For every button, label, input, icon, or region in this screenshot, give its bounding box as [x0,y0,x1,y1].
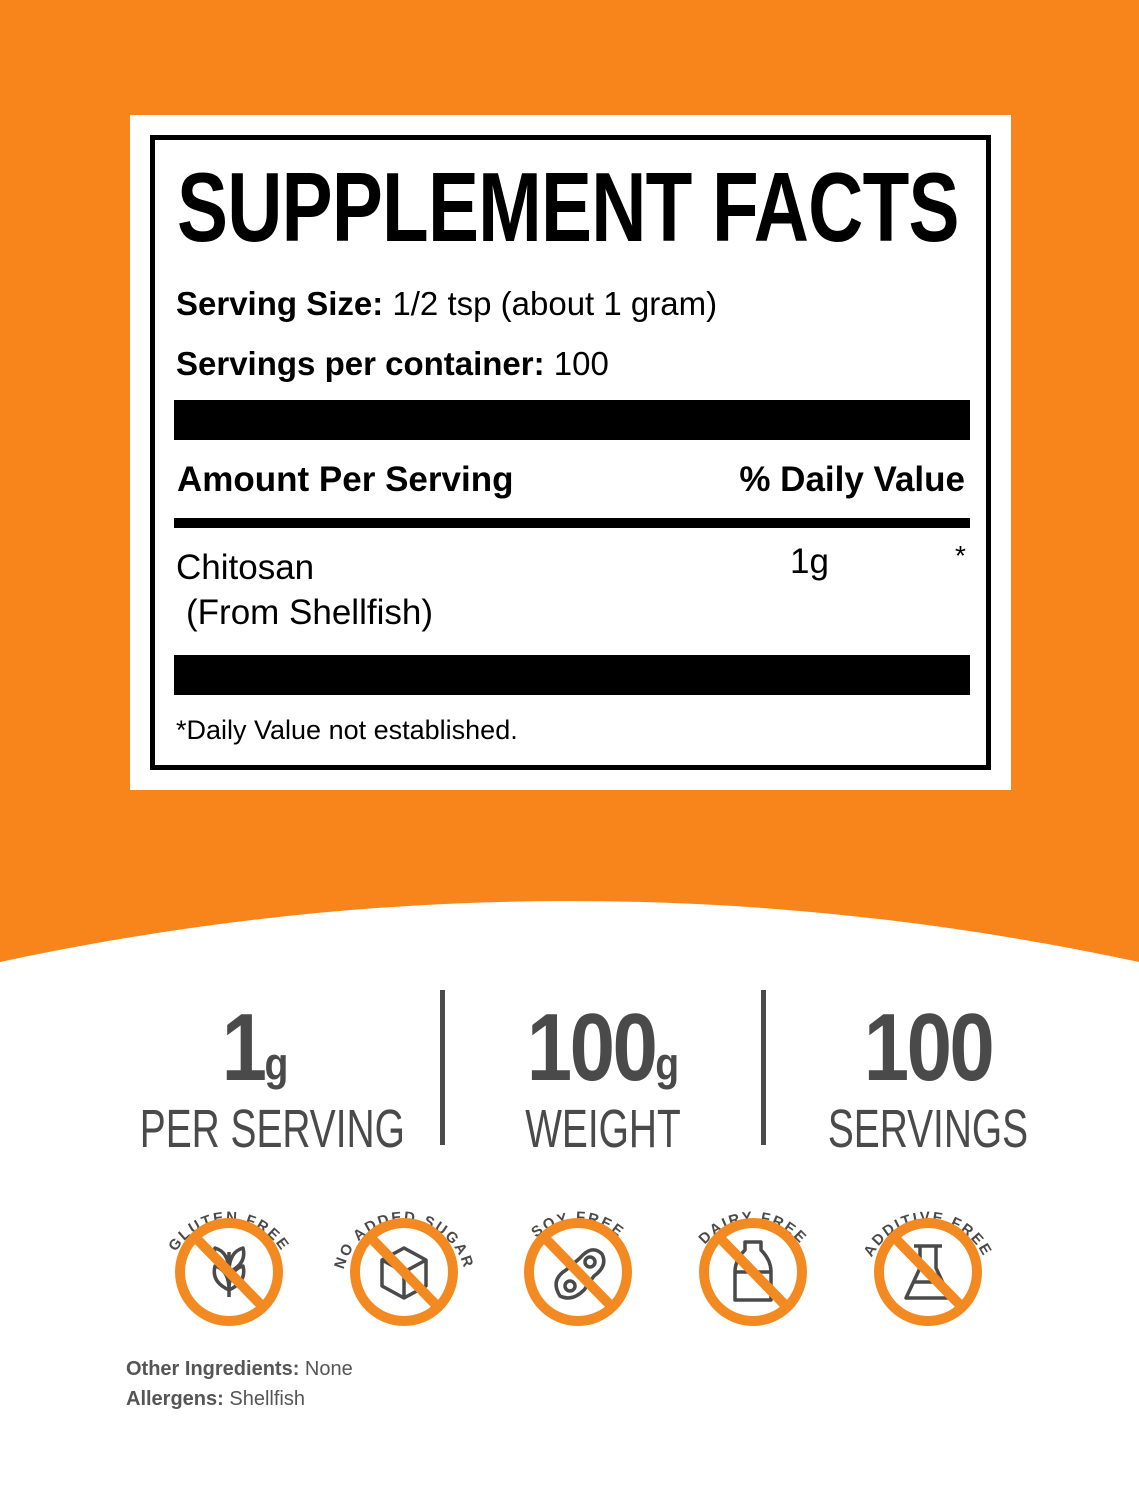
badge-gluten-free: GLUTEN FREE [165,1209,291,1326]
ingredient-name: Chitosan [176,548,315,587]
divider-thick-bottom [174,655,970,695]
prohibited-slash [540,1233,616,1311]
stat-divider [761,990,766,1145]
divider-medium [174,518,970,528]
prohibited-circle-icon [524,1218,632,1326]
soybean-icon [554,1248,606,1300]
stat-weight: 100g WEIGHT [525,994,681,1159]
badge-soy-free: SOY FREE [524,1209,632,1326]
prohibited-slash [366,1233,442,1311]
footnote: *Daily Value not established. [176,715,518,745]
ingredient-amount: 1g [790,542,829,581]
stat-per-serving: 1g PER SERVING [139,994,405,1159]
servings-per-container: Servings per container: 100 [176,345,609,382]
dv-header: % Daily Value [739,460,965,499]
supplement-facts-panel: SUPPLEMENT FACTS Serving Size: 1/2 tsp (… [130,115,1011,790]
other-ingredients: Other Ingredients: None [126,1358,353,1380]
prohibited-circle-icon [699,1218,807,1326]
supplement-facts-label: SUPPLEMENT FACTS Serving Size: 1/2 tsp (… [150,135,991,770]
badge-no-added-sugar: NO ADDED SUGAR [331,1209,475,1326]
ingredient-source: (From Shellfish) [186,593,433,632]
ingredient-dv: * [955,540,966,571]
prohibited-slash [191,1233,267,1311]
stat-servings: 100 SERVINGS [827,994,1029,1159]
prohibited-slash [890,1233,966,1311]
prohibited-circle-icon [175,1218,283,1326]
divider-thick [174,400,970,440]
badge-additive-free: ADDITIVE FREE [860,1209,994,1326]
amount-header: Amount Per Serving [177,460,514,499]
serving-size: Serving Size: 1/2 tsp (about 1 gram) [176,285,718,322]
badge-dairy-free: DAIRY FREE [695,1209,809,1326]
prohibited-slash [715,1233,791,1311]
facts-title: SUPPLEMENT FACTS [177,152,959,262]
prohibited-circle-icon [350,1218,458,1326]
free-from-badges: GLUTEN FREE NO ADDED SUGAR SOY FREE DAIR… [165,1209,994,1326]
prohibited-circle-icon [874,1218,982,1326]
stat-divider [440,990,445,1145]
allergens: Allergens: Shellfish [126,1388,305,1410]
